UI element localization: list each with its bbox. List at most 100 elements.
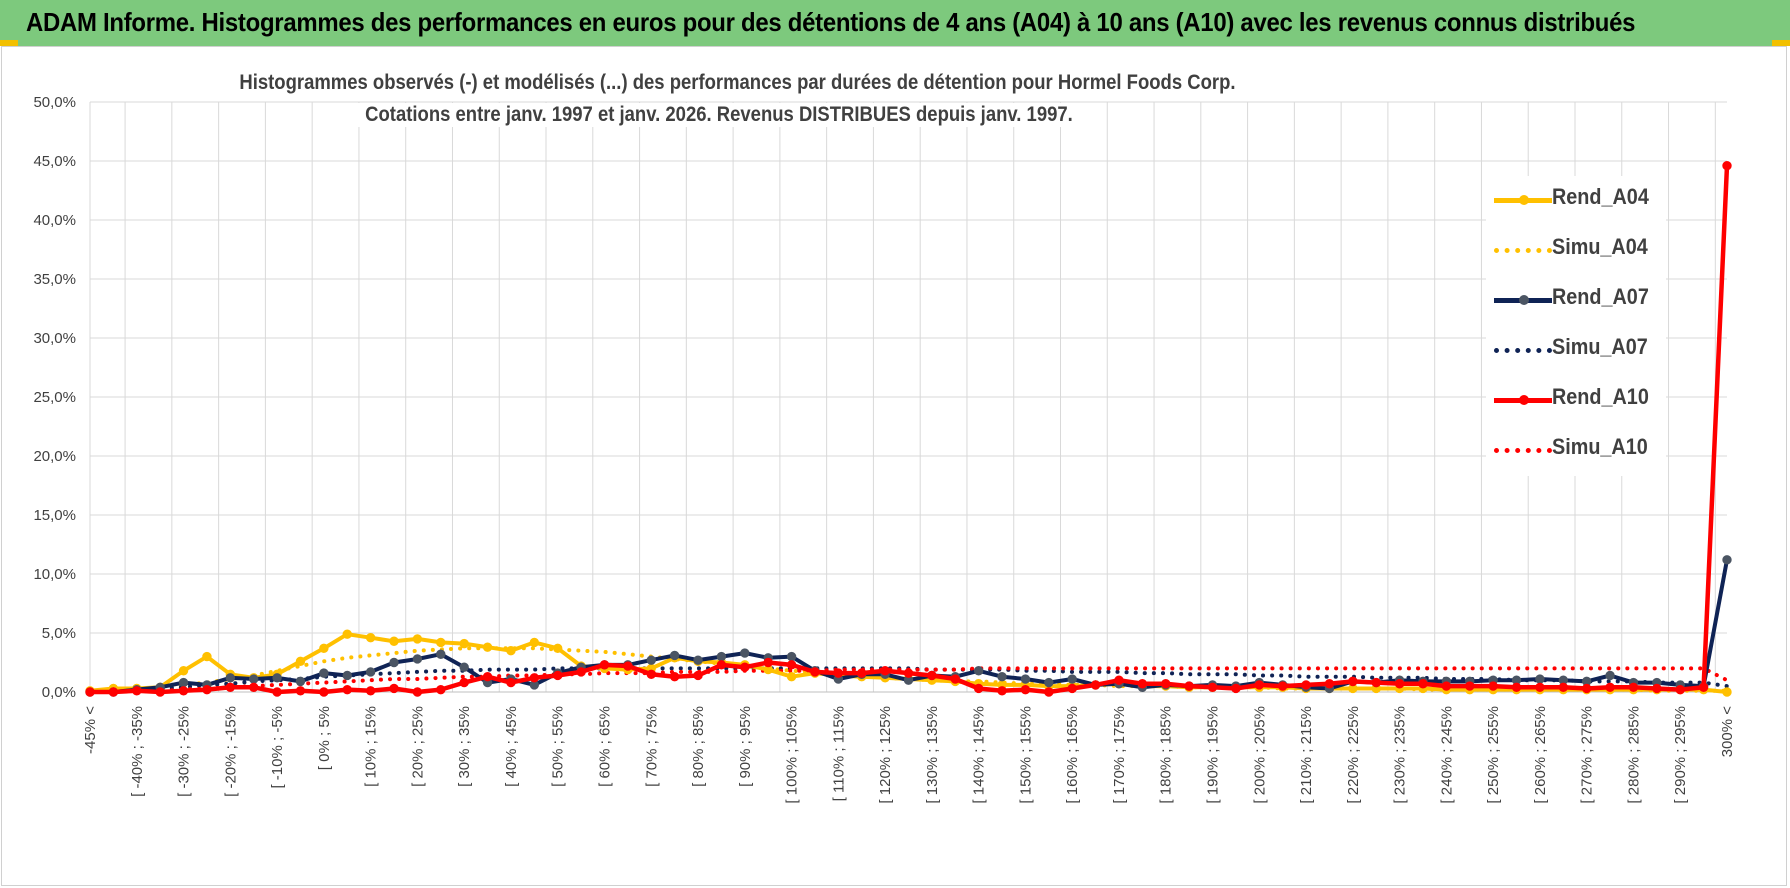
y-tick-label: 50,0%	[33, 94, 76, 111]
point-rend_a07	[272, 673, 282, 683]
point-rend_a04	[553, 643, 563, 654]
x-tick-label: [ 100% ; 105%	[784, 706, 801, 804]
point-rend_a10	[950, 674, 960, 684]
point-rend_a07	[389, 657, 399, 668]
point-rend_a10	[1254, 680, 1264, 690]
x-tick-label: [ 210% ; 215%	[1298, 706, 1315, 804]
x-tick-label: [ 130% ; 135%	[924, 706, 941, 804]
x-tick-label: [ 230% ; 235%	[1392, 706, 1409, 804]
chart-title: Histogrammes observés (-) et modélisés (…	[235, 71, 1235, 95]
legend-item-simu_a04: Simu_A04	[1486, 226, 1666, 276]
point-rend_a07	[1067, 674, 1077, 684]
point-rend_a10	[646, 669, 656, 679]
x-tick-label: -45% <	[82, 706, 99, 754]
point-rend_a10	[1511, 682, 1522, 692]
x-tick-label: [ 30% ; 35%	[456, 706, 473, 787]
point-rend_a10	[272, 687, 282, 697]
x-tick-label: [ 270% ; 275%	[1579, 706, 1596, 804]
point-rend_a07	[1044, 677, 1054, 688]
point-rend_a10	[1675, 684, 1685, 695]
point-rend_a04	[436, 637, 446, 648]
legend-swatch	[1494, 195, 1552, 205]
x-tick-label: [ 110% ; 115%	[830, 706, 847, 801]
point-rend_a10	[1044, 687, 1054, 697]
point-rend_a10	[132, 686, 142, 696]
legend-label: Simu_A07	[1552, 334, 1648, 359]
point-rend_a10	[178, 686, 189, 696]
point-rend_a07	[740, 648, 750, 658]
x-tick-label: [ 290% ; 295%	[1672, 706, 1689, 804]
point-rend_a07	[716, 651, 727, 662]
x-tick-label: [ 50% ; 55%	[550, 706, 567, 787]
point-rend_a07	[459, 662, 469, 672]
chart-subtitle: Cotations entre janv. 1997 et janv. 2026…	[332, 103, 1106, 127]
point-rend_a07	[693, 655, 703, 665]
point-rend_a10	[1161, 679, 1171, 689]
point-rend_a04	[319, 643, 329, 654]
x-tick-label: [ 70% ; 75%	[643, 706, 660, 787]
point-rend_a07	[973, 666, 984, 676]
point-rend_a10	[1090, 680, 1101, 690]
point-rend_a10	[880, 666, 890, 676]
point-rend_a10	[1137, 679, 1148, 689]
point-rend_a07	[786, 651, 797, 662]
point-rend_a07	[1605, 670, 1615, 681]
y-tick-label: 0,0%	[42, 684, 76, 701]
x-tick-label: [ 120% ; 125%	[877, 706, 894, 804]
point-rend_a10	[1324, 679, 1335, 689]
point-rend_a04	[202, 651, 212, 662]
point-rend_a07	[646, 655, 656, 665]
y-tick-label: 30,0%	[33, 330, 76, 347]
point-rend_a04	[482, 642, 493, 652]
legend-item-rend_a04: Rend_A04	[1486, 176, 1666, 226]
point-rend_a10	[599, 660, 610, 670]
x-tick-label: [ 280% ; 285%	[1625, 706, 1642, 804]
y-tick-label: 40,0%	[33, 212, 76, 229]
x-tick-label: [ -30% ; -25%	[176, 706, 193, 797]
x-tick-label: [ 200% ; 205%	[1251, 706, 1268, 804]
point-rend_a10	[553, 670, 563, 681]
banner-corner-left	[0, 40, 18, 46]
point-rend_a10	[506, 677, 516, 688]
x-tick-label: [ 260% ; 265%	[1532, 706, 1549, 804]
point-rend_a07	[412, 654, 423, 664]
x-tick-label: [ 150% ; 155%	[1017, 706, 1034, 804]
legend-label: Simu_A04	[1552, 234, 1648, 259]
point-rend_a10	[436, 684, 446, 695]
point-rend_a10	[740, 662, 750, 672]
point-rend_a10	[1394, 679, 1405, 689]
y-tick-label: 45,0%	[33, 153, 76, 170]
point-rend_a04	[506, 646, 516, 656]
point-rend_a10	[342, 684, 352, 695]
x-tick-label: [ 180% ; 185%	[1158, 706, 1175, 804]
x-axis: -45% < [ -40% ; -35% [ -30% ; -25% [ -20% ;…	[82, 706, 1736, 804]
x-tick-label: [ 90% ; 95%	[737, 706, 754, 787]
point-rend_a07	[249, 674, 259, 684]
point-rend_a07	[1535, 674, 1545, 684]
point-rend_a10	[973, 683, 984, 694]
point-rend_a10	[1418, 679, 1428, 689]
x-tick-label: [ 220% ; 225%	[1345, 706, 1362, 804]
point-rend_a10	[1581, 683, 1592, 694]
x-tick-label: [ 10% ; 15%	[363, 706, 380, 787]
legend-item-simu_a07: Simu_A07	[1486, 326, 1666, 376]
point-rend_a10	[1277, 681, 1288, 691]
legend-item-rend_a10: Rend_A10	[1486, 376, 1666, 426]
x-tick-label: [ 250% ; 255%	[1485, 706, 1502, 804]
point-rend_a10	[669, 671, 680, 682]
legend-swatch	[1494, 295, 1552, 305]
y-tick-label: 35,0%	[33, 271, 76, 288]
x-tick-label: [ 190% ; 195%	[1205, 706, 1222, 804]
point-rend_a10	[833, 668, 844, 678]
x-tick-label: [ 0% ; 5%	[316, 706, 333, 770]
point-rend_a10	[997, 686, 1007, 696]
point-rend_a10	[202, 684, 212, 695]
series-lines	[85, 161, 1732, 697]
y-tick-label: 25,0%	[33, 389, 76, 406]
point-rend_a10	[1628, 682, 1639, 692]
y-tick-label: 15,0%	[33, 507, 76, 524]
point-rend_a10	[389, 683, 399, 694]
x-tick-label: [ 240% ; 245%	[1438, 706, 1455, 804]
point-rend_a07	[295, 676, 306, 687]
x-tick-label: [ 170% ; 175%	[1111, 706, 1128, 804]
